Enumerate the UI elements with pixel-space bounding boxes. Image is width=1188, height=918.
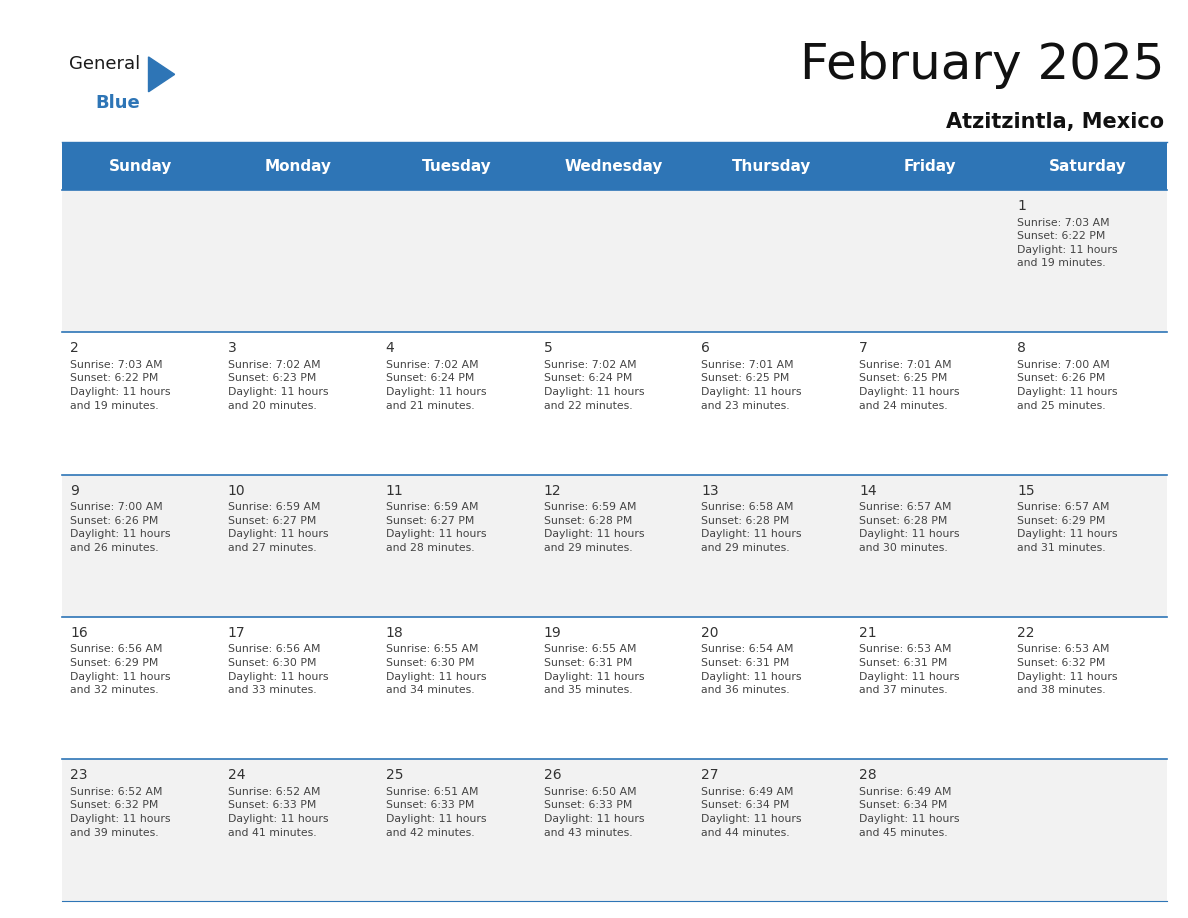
Text: 16: 16: [70, 626, 88, 640]
Text: 21: 21: [859, 626, 877, 640]
Text: Sunrise: 7:03 AM
Sunset: 6:22 PM
Daylight: 11 hours
and 19 minutes.: Sunrise: 7:03 AM Sunset: 6:22 PM Dayligh…: [1017, 218, 1118, 268]
Text: 12: 12: [544, 484, 561, 498]
Text: Sunrise: 6:50 AM
Sunset: 6:33 PM
Daylight: 11 hours
and 43 minutes.: Sunrise: 6:50 AM Sunset: 6:33 PM Dayligh…: [544, 787, 644, 837]
Text: Thursday: Thursday: [732, 159, 811, 174]
Text: Sunrise: 6:59 AM
Sunset: 6:27 PM
Daylight: 11 hours
and 28 minutes.: Sunrise: 6:59 AM Sunset: 6:27 PM Dayligh…: [386, 502, 486, 553]
Text: Sunrise: 6:52 AM
Sunset: 6:32 PM
Daylight: 11 hours
and 39 minutes.: Sunrise: 6:52 AM Sunset: 6:32 PM Dayligh…: [70, 787, 171, 837]
Text: 17: 17: [228, 626, 246, 640]
Text: Sunrise: 7:02 AM
Sunset: 6:24 PM
Daylight: 11 hours
and 21 minutes.: Sunrise: 7:02 AM Sunset: 6:24 PM Dayligh…: [386, 360, 486, 410]
Text: Friday: Friday: [904, 159, 956, 174]
Text: Sunrise: 6:52 AM
Sunset: 6:33 PM
Daylight: 11 hours
and 41 minutes.: Sunrise: 6:52 AM Sunset: 6:33 PM Dayligh…: [228, 787, 328, 837]
Text: 4: 4: [386, 341, 394, 355]
Text: 2: 2: [70, 341, 78, 355]
Text: 1: 1: [1017, 199, 1026, 213]
Text: Sunrise: 6:54 AM
Sunset: 6:31 PM
Daylight: 11 hours
and 36 minutes.: Sunrise: 6:54 AM Sunset: 6:31 PM Dayligh…: [701, 644, 802, 695]
Text: Sunrise: 7:00 AM
Sunset: 6:26 PM
Daylight: 11 hours
and 25 minutes.: Sunrise: 7:00 AM Sunset: 6:26 PM Dayligh…: [1017, 360, 1118, 410]
Text: February 2025: February 2025: [800, 41, 1164, 89]
Text: Sunrise: 6:51 AM
Sunset: 6:33 PM
Daylight: 11 hours
and 42 minutes.: Sunrise: 6:51 AM Sunset: 6:33 PM Dayligh…: [386, 787, 486, 837]
Text: Tuesday: Tuesday: [422, 159, 491, 174]
Text: Sunrise: 6:53 AM
Sunset: 6:31 PM
Daylight: 11 hours
and 37 minutes.: Sunrise: 6:53 AM Sunset: 6:31 PM Dayligh…: [859, 644, 960, 695]
Text: 9: 9: [70, 484, 78, 498]
Text: 10: 10: [228, 484, 246, 498]
Text: 23: 23: [70, 768, 88, 782]
Text: Sunrise: 7:02 AM
Sunset: 6:23 PM
Daylight: 11 hours
and 20 minutes.: Sunrise: 7:02 AM Sunset: 6:23 PM Dayligh…: [228, 360, 328, 410]
Text: General: General: [69, 55, 140, 73]
Text: 24: 24: [228, 768, 246, 782]
Text: Sunrise: 6:58 AM
Sunset: 6:28 PM
Daylight: 11 hours
and 29 minutes.: Sunrise: 6:58 AM Sunset: 6:28 PM Dayligh…: [701, 502, 802, 553]
Text: Atzitzintla, Mexico: Atzitzintla, Mexico: [946, 112, 1164, 132]
Text: Sunrise: 6:57 AM
Sunset: 6:28 PM
Daylight: 11 hours
and 30 minutes.: Sunrise: 6:57 AM Sunset: 6:28 PM Dayligh…: [859, 502, 960, 553]
Text: 20: 20: [701, 626, 719, 640]
Text: 13: 13: [701, 484, 719, 498]
Text: 19: 19: [544, 626, 562, 640]
Text: Blue: Blue: [95, 94, 140, 112]
Text: Sunrise: 6:57 AM
Sunset: 6:29 PM
Daylight: 11 hours
and 31 minutes.: Sunrise: 6:57 AM Sunset: 6:29 PM Dayligh…: [1017, 502, 1118, 553]
Text: Sunrise: 7:03 AM
Sunset: 6:22 PM
Daylight: 11 hours
and 19 minutes.: Sunrise: 7:03 AM Sunset: 6:22 PM Dayligh…: [70, 360, 171, 410]
Text: Sunrise: 6:59 AM
Sunset: 6:28 PM
Daylight: 11 hours
and 29 minutes.: Sunrise: 6:59 AM Sunset: 6:28 PM Dayligh…: [544, 502, 644, 553]
Text: Sunrise: 6:59 AM
Sunset: 6:27 PM
Daylight: 11 hours
and 27 minutes.: Sunrise: 6:59 AM Sunset: 6:27 PM Dayligh…: [228, 502, 328, 553]
Text: 27: 27: [701, 768, 719, 782]
Text: 6: 6: [701, 341, 710, 355]
Text: 3: 3: [228, 341, 236, 355]
Text: Sunrise: 6:56 AM
Sunset: 6:29 PM
Daylight: 11 hours
and 32 minutes.: Sunrise: 6:56 AM Sunset: 6:29 PM Dayligh…: [70, 644, 171, 695]
Text: Sunrise: 7:02 AM
Sunset: 6:24 PM
Daylight: 11 hours
and 22 minutes.: Sunrise: 7:02 AM Sunset: 6:24 PM Dayligh…: [544, 360, 644, 410]
Text: 18: 18: [386, 626, 404, 640]
Text: 22: 22: [1017, 626, 1035, 640]
Text: Monday: Monday: [265, 159, 331, 174]
Text: 25: 25: [386, 768, 403, 782]
Text: 5: 5: [544, 341, 552, 355]
Text: Sunrise: 6:53 AM
Sunset: 6:32 PM
Daylight: 11 hours
and 38 minutes.: Sunrise: 6:53 AM Sunset: 6:32 PM Dayligh…: [1017, 644, 1118, 695]
Text: Sunrise: 6:55 AM
Sunset: 6:30 PM
Daylight: 11 hours
and 34 minutes.: Sunrise: 6:55 AM Sunset: 6:30 PM Dayligh…: [386, 644, 486, 695]
Text: Sunrise: 6:55 AM
Sunset: 6:31 PM
Daylight: 11 hours
and 35 minutes.: Sunrise: 6:55 AM Sunset: 6:31 PM Dayligh…: [544, 644, 644, 695]
Text: Sunrise: 7:00 AM
Sunset: 6:26 PM
Daylight: 11 hours
and 26 minutes.: Sunrise: 7:00 AM Sunset: 6:26 PM Dayligh…: [70, 502, 171, 553]
Text: Sunrise: 6:49 AM
Sunset: 6:34 PM
Daylight: 11 hours
and 45 minutes.: Sunrise: 6:49 AM Sunset: 6:34 PM Dayligh…: [859, 787, 960, 837]
Text: 11: 11: [386, 484, 404, 498]
Text: 26: 26: [544, 768, 561, 782]
Text: 15: 15: [1017, 484, 1035, 498]
Text: 7: 7: [859, 341, 868, 355]
Text: 8: 8: [1017, 341, 1026, 355]
Text: Sunrise: 6:56 AM
Sunset: 6:30 PM
Daylight: 11 hours
and 33 minutes.: Sunrise: 6:56 AM Sunset: 6:30 PM Dayligh…: [228, 644, 328, 695]
Text: Sunrise: 6:49 AM
Sunset: 6:34 PM
Daylight: 11 hours
and 44 minutes.: Sunrise: 6:49 AM Sunset: 6:34 PM Dayligh…: [701, 787, 802, 837]
Text: 28: 28: [859, 768, 877, 782]
Text: Saturday: Saturday: [1049, 159, 1126, 174]
Text: Sunday: Sunday: [109, 159, 172, 174]
Text: Wednesday: Wednesday: [565, 159, 663, 174]
Text: Sunrise: 7:01 AM
Sunset: 6:25 PM
Daylight: 11 hours
and 23 minutes.: Sunrise: 7:01 AM Sunset: 6:25 PM Dayligh…: [701, 360, 802, 410]
Text: 14: 14: [859, 484, 877, 498]
Text: Sunrise: 7:01 AM
Sunset: 6:25 PM
Daylight: 11 hours
and 24 minutes.: Sunrise: 7:01 AM Sunset: 6:25 PM Dayligh…: [859, 360, 960, 410]
